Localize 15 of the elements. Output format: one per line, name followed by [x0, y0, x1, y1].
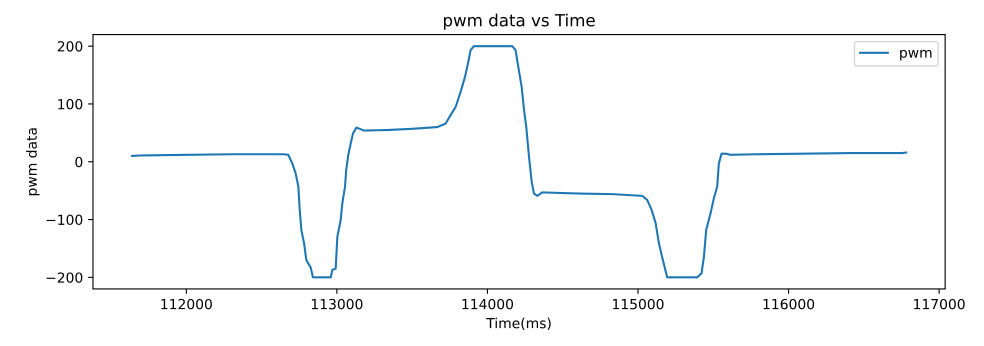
x-tick-label: 113000 [312, 298, 362, 310]
x-axis-title: Time(ms) [486, 318, 551, 330]
y-tick-label: 0 [75, 156, 82, 168]
y-tick-label: 100 [58, 98, 82, 110]
y-tick-label: 200 [58, 41, 82, 52]
x-tick-label: 112000 [161, 298, 212, 310]
chart-title: pwm data vs Time [444, 14, 595, 30]
y-axis-title: pwm data [26, 128, 40, 196]
y-tick-label: −200 [46, 272, 82, 283]
x-tick-label: 114000 [462, 298, 514, 310]
x-tick-label: 116000 [764, 298, 814, 310]
x-tick-label: 115000 [613, 298, 664, 310]
legend-label: pwm [900, 50, 932, 61]
x-tick-label: 117000 [914, 298, 965, 310]
y-tick-label: −100 [46, 214, 82, 226]
